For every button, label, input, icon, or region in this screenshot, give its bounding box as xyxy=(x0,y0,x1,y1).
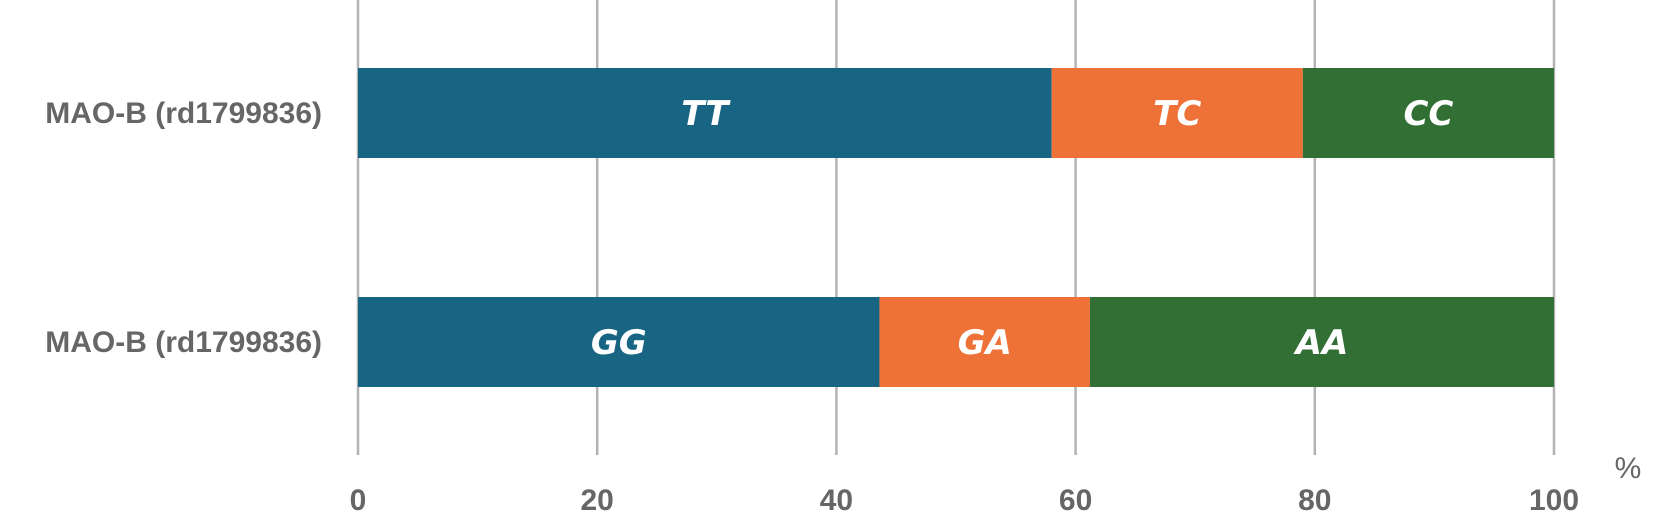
bars: TT TC CC GG GA AA xyxy=(358,68,1554,387)
bar-segment-cc xyxy=(1302,68,1554,158)
x-unit-label: % xyxy=(1615,452,1642,485)
segment-label-tt: TT xyxy=(681,94,731,134)
x-tick-label: 100 xyxy=(1529,484,1579,517)
bar-segment-aa xyxy=(1089,297,1554,387)
category-label: MAO-B (rd1799836) xyxy=(45,326,322,359)
x-tick-label: 0 xyxy=(350,484,367,517)
category-labels: MAO-B (rd1799836) MAO-B (rd1799836) xyxy=(45,97,322,359)
x-tick-label: 40 xyxy=(820,484,853,517)
x-tick-label: 80 xyxy=(1298,484,1331,517)
segment-label-cc: CC xyxy=(1403,94,1453,134)
segment-label-ga: GA xyxy=(958,323,1012,363)
category-label: MAO-B (rd1799836) xyxy=(45,97,322,130)
bar-segment-tt xyxy=(358,68,1052,158)
bar-segment-gg xyxy=(358,297,880,387)
segment-label-tc: TC xyxy=(1153,94,1201,134)
x-tick-label: 60 xyxy=(1059,484,1092,517)
x-tick-label: 20 xyxy=(581,484,614,517)
segment-label-gg: GG xyxy=(591,323,647,363)
bar-segment-ga xyxy=(879,297,1090,387)
x-tick-labels: 0 20 40 60 80 100 xyxy=(350,484,1579,517)
segment-label-aa: AA xyxy=(1293,323,1349,363)
bar-segment-tc xyxy=(1051,68,1303,158)
